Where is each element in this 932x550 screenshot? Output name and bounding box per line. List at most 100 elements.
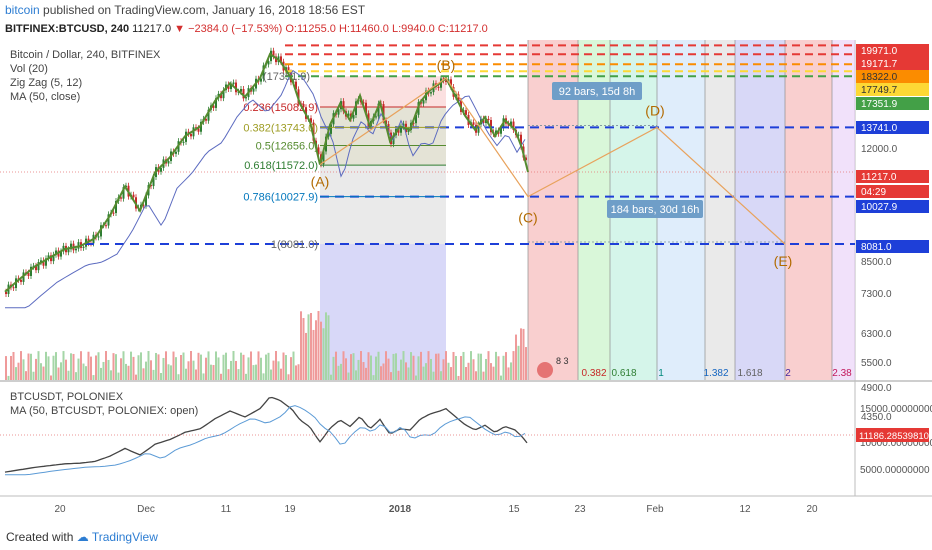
candle-body bbox=[400, 126, 402, 133]
volume-bar bbox=[342, 351, 345, 380]
volume-bar bbox=[492, 366, 495, 380]
volume-bar bbox=[270, 369, 272, 380]
volume-bar bbox=[107, 359, 110, 380]
price-axis-tag[interactable] bbox=[856, 57, 929, 70]
candle-body bbox=[82, 246, 85, 248]
volume-bar bbox=[12, 351, 15, 380]
sub-pane-bg[interactable] bbox=[0, 382, 855, 496]
candle-body bbox=[150, 185, 152, 187]
price-axis-tag[interactable] bbox=[856, 240, 929, 253]
volume-bar bbox=[135, 374, 137, 380]
candle-body bbox=[120, 197, 122, 199]
chart-frame[interactable]: 0.382 0.618 1 1.382 1.618 2 2.38 0.236(15082.9)… bbox=[0, 40, 932, 524]
price-axis-tag[interactable] bbox=[856, 170, 929, 183]
price-axis-tick: 4350.0 bbox=[861, 412, 892, 423]
volume-bar bbox=[485, 358, 487, 380]
candle-body bbox=[222, 90, 225, 99]
volume-bar bbox=[82, 363, 85, 380]
price-axis-tag[interactable] bbox=[856, 97, 929, 110]
volume-bar bbox=[22, 359, 25, 380]
legend-ma[interactable]: MA (50, close) bbox=[10, 91, 81, 103]
sub-legend-title[interactable]: BTCUSDT, POLONIEX bbox=[10, 391, 124, 403]
volume-bar bbox=[360, 351, 362, 380]
range-label: 184 bars, 30d 16h bbox=[611, 204, 700, 216]
publisher-name[interactable]: bitcoin bbox=[5, 3, 40, 17]
volume-bar bbox=[35, 358, 37, 380]
candle-body bbox=[75, 248, 77, 251]
tradingview-brand[interactable]: TradingView bbox=[91, 530, 158, 544]
fib-time-zone-label: 1.618 bbox=[737, 368, 762, 379]
range-box[interactable] bbox=[607, 200, 703, 218]
candle-body bbox=[52, 254, 55, 262]
candle-body bbox=[5, 291, 7, 295]
volume-bar bbox=[130, 351, 132, 380]
sub-legend-ma[interactable]: MA (50, BTCUSDT, POLONIEX: open) bbox=[10, 405, 199, 417]
candle-body bbox=[197, 128, 200, 132]
volume-bar bbox=[470, 351, 472, 380]
sub-price-tag[interactable] bbox=[856, 428, 929, 442]
volume-bar bbox=[205, 357, 207, 380]
volume-bar bbox=[167, 364, 170, 380]
sub-price-tag-label: 11186.28539810 bbox=[859, 431, 929, 442]
footer: Created with ☁ TradingView bbox=[0, 524, 932, 550]
main-legend: Bitcoin / Dollar, 240, BITFINEX Vol (20)… bbox=[10, 48, 160, 104]
candle-body bbox=[47, 255, 50, 259]
price-axis-tag-label: 8081.0 bbox=[861, 242, 892, 253]
fib-retracement-label: 0.618(11572.0) bbox=[244, 160, 318, 172]
created-with-text: Created with bbox=[6, 530, 74, 544]
price-axis-tag-label: 19971.0 bbox=[861, 46, 898, 57]
price-axis-tag[interactable] bbox=[856, 185, 929, 198]
volume-bar bbox=[180, 355, 182, 380]
volume-bar bbox=[207, 351, 210, 380]
volume-bar bbox=[125, 363, 127, 380]
range-box[interactable] bbox=[552, 82, 642, 100]
flag-icon[interactable] bbox=[537, 362, 553, 378]
price-axis-tag[interactable] bbox=[856, 83, 929, 96]
chart-canvas[interactable]: 0.382 0.618 1 1.382 1.618 2 2.38 0.236(15082.9)… bbox=[0, 40, 932, 524]
candle-body bbox=[322, 151, 325, 165]
publish-header: bitcoin published on TradingView.com, Ja… bbox=[0, 0, 932, 22]
fib-time-zone bbox=[785, 40, 832, 380]
volume-bar bbox=[467, 362, 470, 380]
legend-vol[interactable]: Vol (20) bbox=[10, 63, 48, 75]
price-axis-tag[interactable] bbox=[856, 70, 929, 83]
fib-shade-blue bbox=[320, 243, 446, 380]
price-change: −2384.0 (−17.53%) bbox=[188, 23, 283, 35]
candle-body bbox=[145, 195, 147, 206]
volume-bar bbox=[327, 315, 330, 380]
legend-title[interactable]: Bitcoin / Dollar, 240, BITFINEX bbox=[10, 49, 161, 61]
volume-bar bbox=[77, 358, 80, 380]
volume-bar bbox=[92, 375, 95, 380]
candle-body bbox=[60, 251, 62, 257]
volume-bar bbox=[152, 369, 155, 380]
candle-body bbox=[230, 84, 232, 90]
volume-bar bbox=[225, 352, 227, 380]
legend-zigzag[interactable]: Zig Zag (5, 12) bbox=[10, 77, 83, 89]
volume-bar bbox=[522, 328, 525, 380]
published-text: published on TradingView.com, January 16… bbox=[43, 3, 366, 17]
candle-body bbox=[182, 141, 185, 143]
volume-bar bbox=[515, 334, 517, 380]
candle-body bbox=[12, 287, 15, 289]
volume-bar bbox=[435, 353, 437, 380]
volume-bar bbox=[465, 367, 467, 380]
price-axis-tag[interactable] bbox=[856, 44, 929, 57]
price-axis-tag[interactable] bbox=[856, 121, 929, 134]
volume-bar bbox=[382, 363, 385, 380]
volume-bar bbox=[100, 367, 102, 380]
events-badge[interactable]: 8 3 bbox=[556, 356, 569, 366]
volume-bar bbox=[230, 360, 232, 380]
volume-bar bbox=[500, 375, 502, 380]
volume-bar bbox=[250, 351, 252, 380]
candle-body bbox=[420, 102, 422, 104]
candle-body bbox=[487, 118, 490, 121]
price-axis-tag-label: 04:29 bbox=[861, 187, 886, 198]
wave-projection-line[interactable] bbox=[319, 77, 786, 245]
price-axis-tag[interactable] bbox=[856, 200, 929, 213]
candle-body bbox=[437, 86, 440, 88]
volume-bar bbox=[105, 351, 107, 380]
volume-bar bbox=[367, 352, 370, 380]
volume-bar bbox=[290, 357, 292, 380]
volume-bar bbox=[480, 353, 482, 380]
volume-bar bbox=[37, 351, 40, 380]
